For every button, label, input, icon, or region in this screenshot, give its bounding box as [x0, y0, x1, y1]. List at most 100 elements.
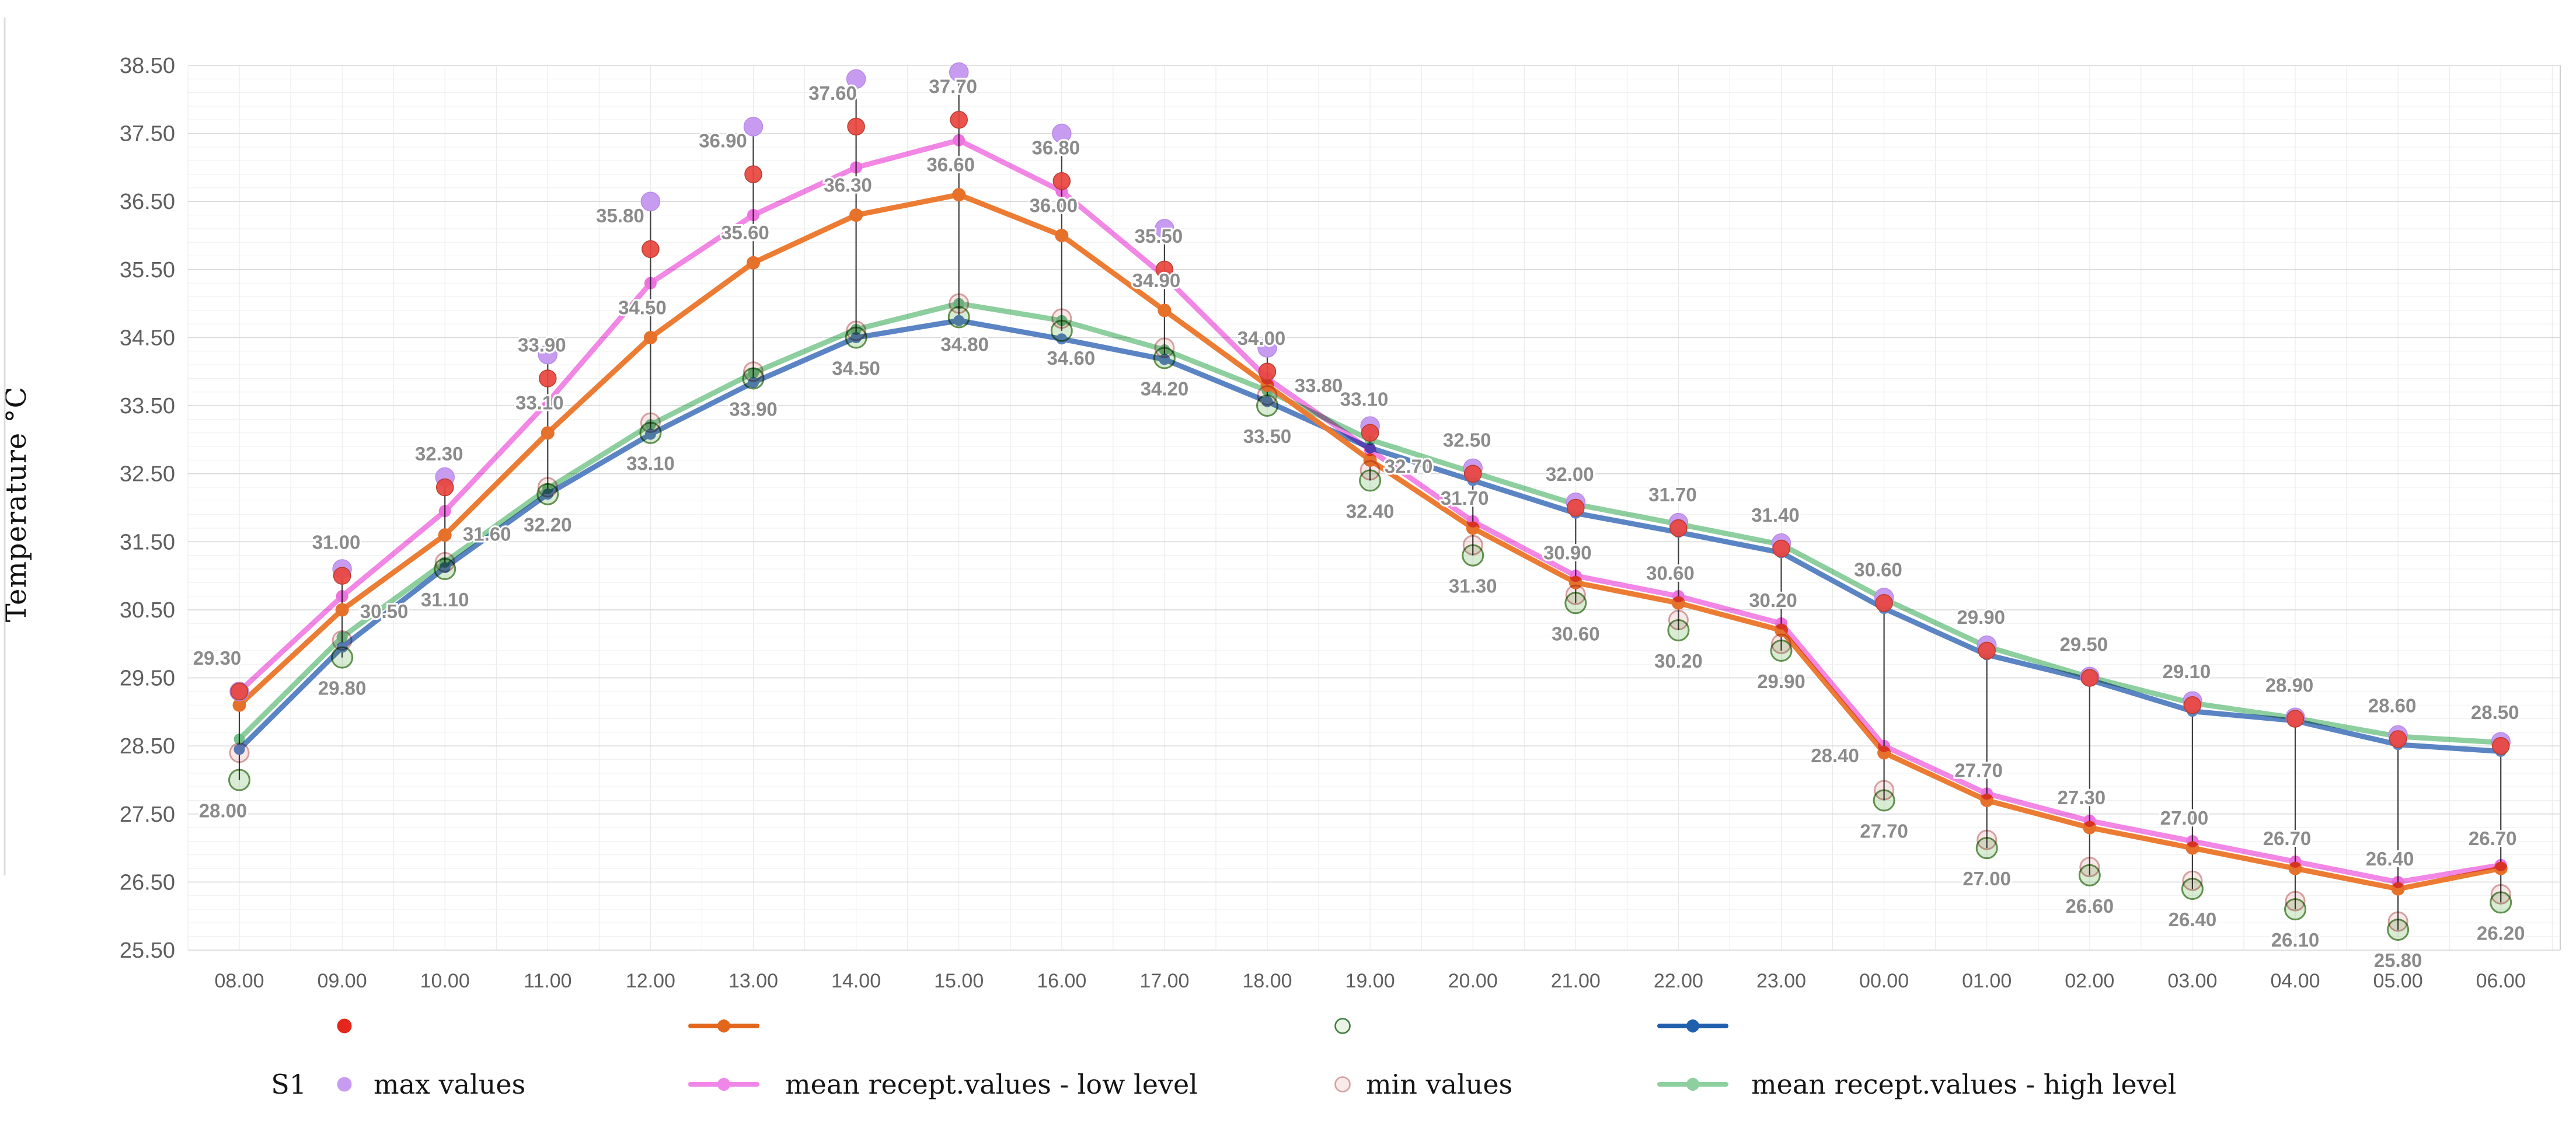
svg-text:29.50: 29.50: [120, 666, 175, 691]
svg-text:35.60: 35.60: [721, 222, 769, 243]
legend-item-label: max values: [374, 1069, 525, 1100]
svg-text:35.80: 35.80: [596, 205, 644, 226]
legend-item[interactable]: min values: [1334, 1069, 1513, 1100]
data-point-s1_mean_low: [2392, 875, 2404, 888]
svg-text:29.90: 29.90: [1957, 606, 2005, 628]
svg-text:29.30: 29.30: [193, 647, 242, 669]
svg-text:03.00: 03.00: [2167, 970, 2217, 992]
data-point-s2_max: [2286, 710, 2305, 728]
legend-open-circle-icon: [1334, 1018, 1351, 1034]
svg-text:38.50: 38.50: [120, 54, 175, 78]
svg-text:28.50: 28.50: [120, 734, 175, 759]
data-point-s1_mean_low: [2186, 835, 2199, 847]
data-point-s1_max: [846, 69, 866, 89]
legend-open-circle-icon: [1334, 1076, 1351, 1092]
legend-item[interactable]: [688, 1019, 759, 1033]
svg-text:34.80: 34.80: [940, 333, 989, 355]
svg-text:23.00: 23.00: [1756, 970, 1806, 992]
svg-text:26.40: 26.40: [2366, 848, 2414, 870]
svg-text:36.30: 36.30: [824, 174, 872, 196]
svg-text:27.70: 27.70: [1954, 759, 2003, 781]
svg-text:29.10: 29.10: [2163, 661, 2211, 682]
series-s2_max[interactable]: [230, 111, 2510, 755]
legend-item[interactable]: mean recept.values - high level: [1657, 1069, 2177, 1100]
svg-text:27.50: 27.50: [120, 802, 175, 827]
legend-item[interactable]: max values: [337, 1069, 526, 1100]
point-value-labels: 29.30 31.00 32.30 33.90 35.80 36.90 37.60 37.70…: [191, 74, 2527, 973]
svg-text:37.70: 37.70: [929, 75, 977, 97]
svg-text:09.00: 09.00: [318, 970, 367, 992]
svg-text:11.00: 11.00: [524, 970, 572, 992]
data-point-s2_mean_low: [1158, 303, 1172, 317]
data-point-s2_max: [435, 478, 454, 497]
svg-text:22.00: 22.00: [1654, 970, 1703, 992]
data-point-s2_mean_low: [643, 330, 657, 344]
svg-text:26.50: 26.50: [120, 870, 175, 895]
svg-text:16.00: 16.00: [1037, 970, 1086, 992]
svg-text:32.50: 32.50: [1443, 430, 1491, 451]
svg-text:33.50: 33.50: [120, 394, 175, 418]
svg-text:31.60: 31.60: [463, 523, 511, 545]
svg-text:35.50: 35.50: [120, 258, 175, 282]
data-point-s1_mean_low: [850, 161, 863, 174]
svg-text:33.10: 33.10: [515, 392, 564, 414]
axis-tick-labels: 38.50 37.50 36.50 35.50 34.50 33.50 32.50 31.50…: [120, 54, 2526, 992]
data-point-s2_max: [847, 117, 865, 136]
data-point-s2_max: [1361, 424, 1379, 442]
data-point-s1_mean_low: [1775, 617, 1787, 630]
svg-text:04.00: 04.00: [2270, 970, 2320, 992]
svg-text:28.00: 28.00: [199, 800, 248, 822]
svg-text:31.00: 31.00: [312, 532, 361, 553]
data-point-s2_min: [2490, 891, 2512, 914]
data-point-s1_mean_high: [233, 734, 245, 745]
data-point-s2_mean_low: [541, 426, 555, 440]
data-point-s2_min: [2078, 864, 2101, 886]
data-point-s2_max: [1052, 172, 1071, 190]
legend-item[interactable]: [1334, 1018, 1351, 1034]
series-s2_min[interactable]: [228, 306, 2512, 941]
data-point-s1_mean_low: [2083, 814, 2096, 827]
svg-text:36.80: 36.80: [1032, 137, 1080, 158]
svg-text:19.00: 19.00: [1345, 970, 1395, 992]
svg-text:26.20: 26.20: [2477, 922, 2525, 944]
legend-item[interactable]: [1657, 1019, 1728, 1033]
data-point-s1_mean_low: [747, 209, 759, 222]
svg-text:27.30: 27.30: [2058, 787, 2106, 808]
legend-group-label: S1: [271, 1069, 306, 1100]
svg-text:30.90: 30.90: [1543, 542, 1592, 563]
svg-text:37.50: 37.50: [120, 122, 175, 146]
data-point-s2_max: [1772, 539, 1790, 558]
data-point-s2_max: [2491, 736, 2510, 755]
data-point-s2_mean_low: [335, 603, 349, 617]
legend-item[interactable]: mean recept.values - low level: [688, 1069, 1198, 1100]
data-point-s2_min: [1975, 837, 1998, 860]
legend-item[interactable]: [337, 1018, 352, 1034]
legend-item-label: min values: [1366, 1069, 1512, 1100]
data-point-s2_min: [1050, 319, 1073, 342]
svg-text:31.70: 31.70: [1441, 487, 1489, 509]
data-point-s2_max: [2080, 669, 2099, 687]
data-point-s2_min: [1564, 592, 1587, 615]
svg-text:25.50: 25.50: [120, 938, 175, 963]
legend-row-1: [337, 1018, 1728, 1034]
svg-text:33.80: 33.80: [1295, 375, 1343, 396]
data-point-s2_min: [2387, 919, 2410, 941]
svg-text:28.60: 28.60: [2368, 695, 2417, 717]
svg-text:18.00: 18.00: [1242, 970, 1292, 992]
svg-text:37.60: 37.60: [808, 82, 857, 104]
data-point-s2_mean_low: [232, 698, 246, 712]
svg-text:15.00: 15.00: [934, 970, 984, 992]
data-point-s2_min: [2181, 878, 2204, 900]
svg-text:30.20: 30.20: [1654, 650, 1703, 672]
svg-text:27.70: 27.70: [1860, 820, 1908, 842]
legend-item-label: mean recept.values - low level: [785, 1069, 1198, 1100]
data-point-s2_max: [2183, 696, 2202, 714]
svg-text:34.50: 34.50: [618, 296, 667, 318]
svg-text:36.60: 36.60: [926, 154, 975, 176]
data-point-s2_min: [228, 769, 250, 791]
svg-text:33.10: 33.10: [1340, 389, 1389, 410]
data-point-s2_mean_low: [438, 528, 452, 542]
data-point-s2_min: [1667, 619, 1690, 641]
svg-text:33.90: 33.90: [518, 334, 566, 355]
